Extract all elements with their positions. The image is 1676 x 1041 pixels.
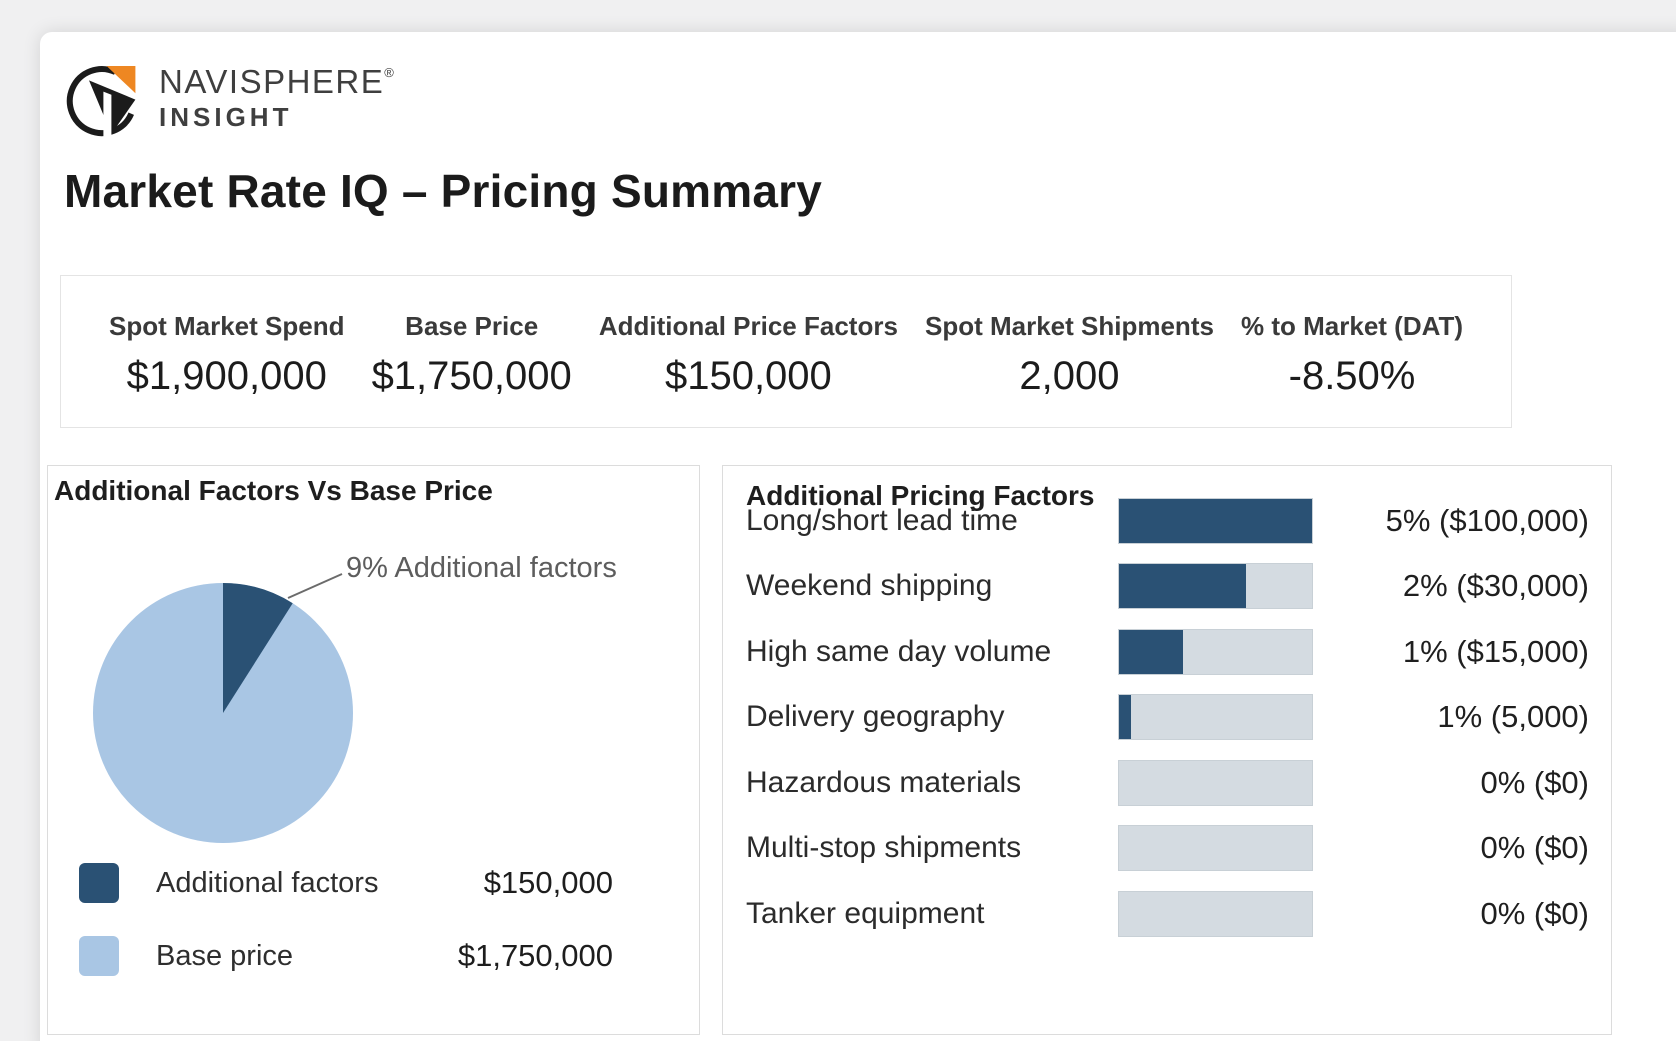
bar-track	[1118, 694, 1313, 741]
kpi-value: $1,750,000	[371, 353, 572, 398]
kpi-strip: Spot Market Spend $1,900,000 Base Price …	[60, 275, 1512, 428]
bar-row: Delivery geography 1% (5,000)	[746, 685, 1589, 751]
bar-row: Hazardous materials 0% ($0)	[746, 750, 1589, 816]
bar-row-label: Tanker equipment	[746, 896, 985, 930]
kpi-value: $1,900,000	[126, 353, 327, 398]
bar-row-value: 0% ($0)	[1480, 830, 1589, 866]
bar-row-label: Long/short lead time	[746, 503, 1018, 537]
bar-row-value: 0% ($0)	[1480, 895, 1589, 931]
bar-rows: Long/short lead time 5% ($100,000) Weekend…	[746, 488, 1589, 947]
kpi-value: -8.50%	[1288, 353, 1416, 398]
pie-annotation-leader-line	[287, 573, 343, 599]
bar-row-label: High same day volume	[746, 634, 1052, 668]
page-title: Market Rate IQ – Pricing Summary	[64, 165, 823, 217]
bar-row-label: Multi-stop shipments	[746, 831, 1022, 865]
legend-label: Additional factors	[156, 866, 379, 899]
navisphere-logo-text: NAVISPHERE® INSIGHT	[159, 63, 395, 133]
pie-chart-panel: Additional Factors Vs Base Price 9% Addi…	[47, 465, 700, 1035]
bar-row-value: 1% ($15,000)	[1402, 633, 1589, 669]
kpi-pct-to-market-dat: % to Market (DAT) -8.50%	[1241, 311, 1463, 399]
bar-track	[1118, 890, 1313, 937]
bar-track	[1118, 563, 1313, 610]
pie-wedge-slice	[223, 582, 293, 713]
kpi-label: Base Price	[405, 310, 539, 341]
legend-row-additional-factors: Additional factors $150,000	[79, 863, 613, 903]
kpi-label: Spot Market Spend	[109, 310, 345, 341]
bar-row: High same day volume 1% ($15,000)	[746, 619, 1589, 685]
registered-mark: ®	[384, 65, 396, 80]
kpi-value: $150,000	[664, 353, 832, 398]
legend-swatch-dark	[79, 863, 119, 903]
bar-track	[1118, 825, 1313, 872]
legend-value: $150,000	[483, 865, 613, 900]
bar-row-value: 1% (5,000)	[1437, 699, 1589, 735]
pie-legend: Additional factors $150,000 Base price $…	[79, 863, 613, 1009]
brand-name: NAVISPHERE®	[159, 63, 396, 100]
bar-row-value: 0% ($0)	[1480, 764, 1589, 800]
legend-label: Base price	[156, 939, 294, 972]
legend-swatch-light	[79, 936, 119, 976]
navisphere-logo-icon	[66, 66, 136, 137]
kpi-label: Additional Price Factors	[598, 310, 898, 341]
kpi-label: Spot Market Shipments	[925, 310, 1214, 341]
bar-fill	[1119, 629, 1183, 674]
bar-fill	[1119, 695, 1131, 740]
bar-row-label: Weekend shipping	[746, 569, 993, 603]
bar-row-label: Hazardous materials	[746, 765, 1022, 799]
kpi-additional-price-factors: Additional Price Factors $150,000	[599, 311, 898, 399]
kpi-label: % to Market (DAT)	[1241, 310, 1463, 341]
bar-row: Weekend shipping 2% ($30,000)	[746, 554, 1589, 620]
kpi-spot-market-spend: Spot Market Spend $1,900,000	[109, 311, 344, 399]
legend-row-base-price: Base price $1,750,000	[79, 936, 613, 976]
bar-row-value: 5% ($100,000)	[1385, 502, 1589, 538]
bar-row: Multi-stop shipments 0% ($0)	[746, 816, 1589, 882]
bar-track	[1118, 628, 1313, 675]
pie-annotation: 9% Additional factors	[346, 552, 617, 584]
kpi-spot-market-shipments: Spot Market Shipments 2,000	[925, 311, 1214, 399]
bar-fill	[1119, 498, 1312, 543]
kpi-base-price: Base Price $1,750,000	[372, 311, 572, 399]
bar-row: Tanker equipment 0% ($0)	[746, 881, 1589, 947]
bar-row-value: 2% ($30,000)	[1402, 568, 1589, 604]
dashboard-card: NAVISPHERE® INSIGHT Market Rate IQ – Pri…	[40, 32, 1676, 1041]
bar-row: Long/short lead time 5% ($100,000)	[746, 488, 1589, 554]
brand-product: INSIGHT	[159, 102, 293, 132]
bar-track	[1118, 497, 1313, 544]
legend-value: $1,750,000	[457, 938, 613, 973]
pie-chart	[93, 573, 353, 843]
bar-fill	[1119, 564, 1247, 609]
bars-panel-title: Additional Pricing Factors	[746, 480, 1095, 511]
bar-track	[1118, 759, 1313, 806]
navisphere-logo: NAVISPHERE® INSIGHT	[65, 58, 395, 138]
bar-row-label: Delivery geography	[746, 700, 1005, 734]
kpi-value: 2,000	[1019, 353, 1120, 398]
bar-chart-panel: Additional Pricing Factors Long/short le…	[722, 465, 1612, 1035]
pie-panel-title: Additional Factors Vs Base Price	[54, 475, 493, 506]
